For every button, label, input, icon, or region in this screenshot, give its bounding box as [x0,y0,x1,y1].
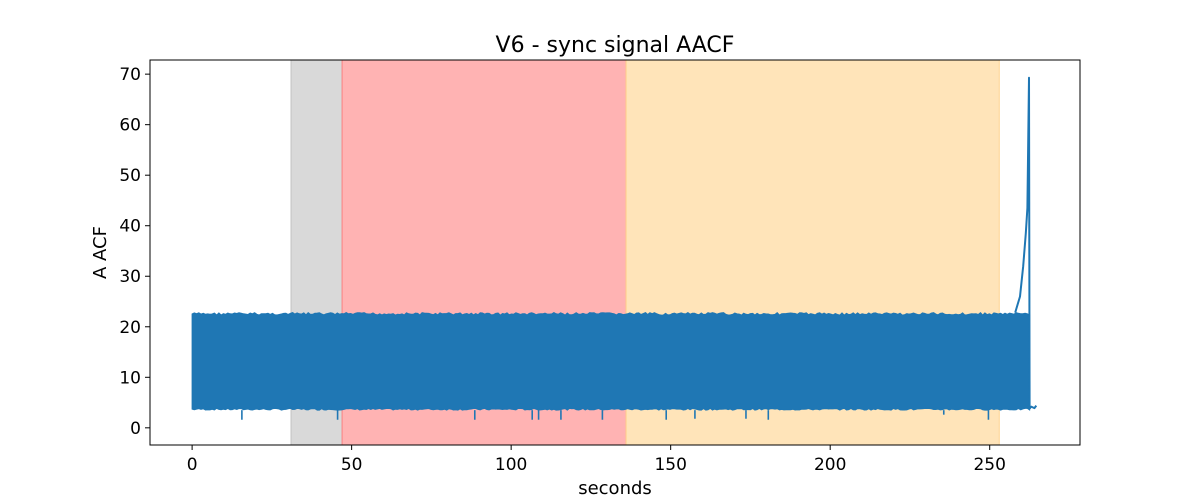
x-tick-label: 150 [654,455,686,475]
chart-title: V6 - sync signal AACF [496,33,735,58]
x-axis-ticks: 0 50 100 150 200 250 [187,445,1006,475]
y-tick-label: 50 [119,166,141,186]
x-tick-label: 0 [187,455,198,475]
x-tick-label: 250 [973,455,1005,475]
x-tick-label: 100 [495,455,527,475]
y-tick-label: 0 [130,419,141,439]
series-1-envelope [191,312,1031,411]
y-tick-label: 10 [119,368,141,388]
y-tick-label: 30 [119,267,141,287]
series-layer [191,76,1038,420]
x-tick-label: 200 [814,455,846,475]
y-tick-label: 60 [119,116,141,136]
y-tick-label: 40 [119,217,141,237]
y-axis-label: A ACF [90,226,111,279]
y-axis-ticks: 0 10 20 30 40 50 60 70 [119,65,150,439]
plot-frame [149,59,1081,446]
x-tick-label: 50 [341,455,363,475]
y-tick-label: 20 [119,318,141,338]
x-axis-label: seconds [578,478,652,499]
y-tick-label: 70 [119,65,141,85]
series-1-tail [1014,76,1038,410]
